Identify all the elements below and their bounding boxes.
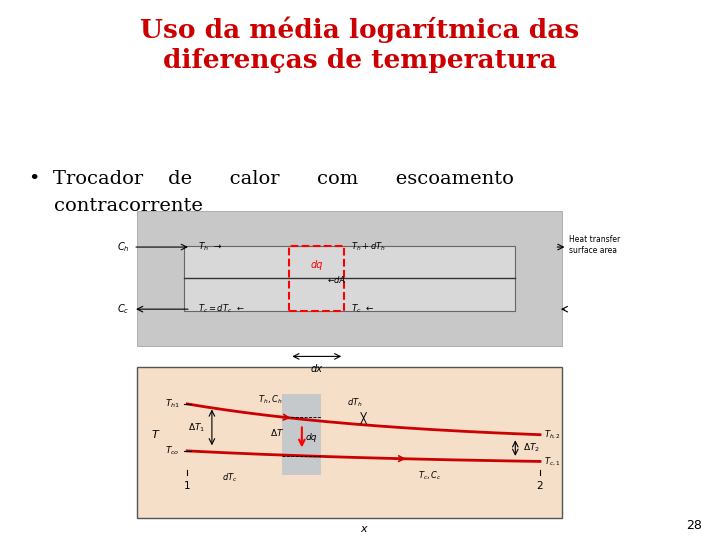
Text: $T_{h,2}$: $T_{h,2}$ <box>544 429 561 441</box>
Bar <box>184 246 515 310</box>
Bar <box>282 394 321 475</box>
Bar <box>289 246 344 310</box>
Text: $T_h, C_h$: $T_h, C_h$ <box>258 394 283 406</box>
Text: dq: dq <box>305 433 317 442</box>
Text: •  Trocador    de      calor      com      escoamento: • Trocador de calor com escoamento <box>29 170 513 188</box>
Text: surface area: surface area <box>569 246 617 255</box>
Text: dq: dq <box>310 260 323 269</box>
Text: $T_{co}$: $T_{co}$ <box>166 444 180 457</box>
Text: $T_c$  ←: $T_c$ ← <box>351 303 375 315</box>
Text: ←dA: ←dA <box>328 276 346 285</box>
Text: Uso da média logarítmica das
diferenças de temperatura: Uso da média logarítmica das diferenças … <box>140 16 580 73</box>
Text: $T_c = dT_c$  ←: $T_c = dT_c$ ← <box>198 303 245 315</box>
Text: contracorrente: contracorrente <box>54 197 203 215</box>
Text: $T_h$  →: $T_h$ → <box>198 241 222 253</box>
Text: $C_h$: $C_h$ <box>117 240 130 254</box>
Text: $T_h + dT_h$: $T_h + dT_h$ <box>351 241 387 253</box>
Text: $T_{h1}$: $T_{h1}$ <box>165 397 180 410</box>
Text: $dT_h$: $dT_h$ <box>347 396 363 409</box>
Text: $T_{c,1}$: $T_{c,1}$ <box>544 455 560 468</box>
Text: $\Delta T_2$: $\Delta T_2$ <box>523 442 539 454</box>
Text: Heat transfer: Heat transfer <box>569 235 620 244</box>
Text: dx: dx <box>311 364 323 375</box>
Text: T: T <box>151 430 158 440</box>
Text: $\Delta T$: $\Delta T$ <box>269 427 284 437</box>
Text: $C_c$: $C_c$ <box>117 302 130 316</box>
Text: 1: 1 <box>184 481 191 491</box>
Text: 28: 28 <box>686 519 702 532</box>
Text: 2: 2 <box>536 481 544 491</box>
Text: $T_c, C_c$: $T_c, C_c$ <box>418 470 441 482</box>
Text: $\Delta T_1$: $\Delta T_1$ <box>187 421 204 434</box>
FancyBboxPatch shape <box>137 211 562 346</box>
Text: $dT_c$: $dT_c$ <box>222 472 238 484</box>
Text: x: x <box>360 524 367 534</box>
Bar <box>137 367 562 518</box>
